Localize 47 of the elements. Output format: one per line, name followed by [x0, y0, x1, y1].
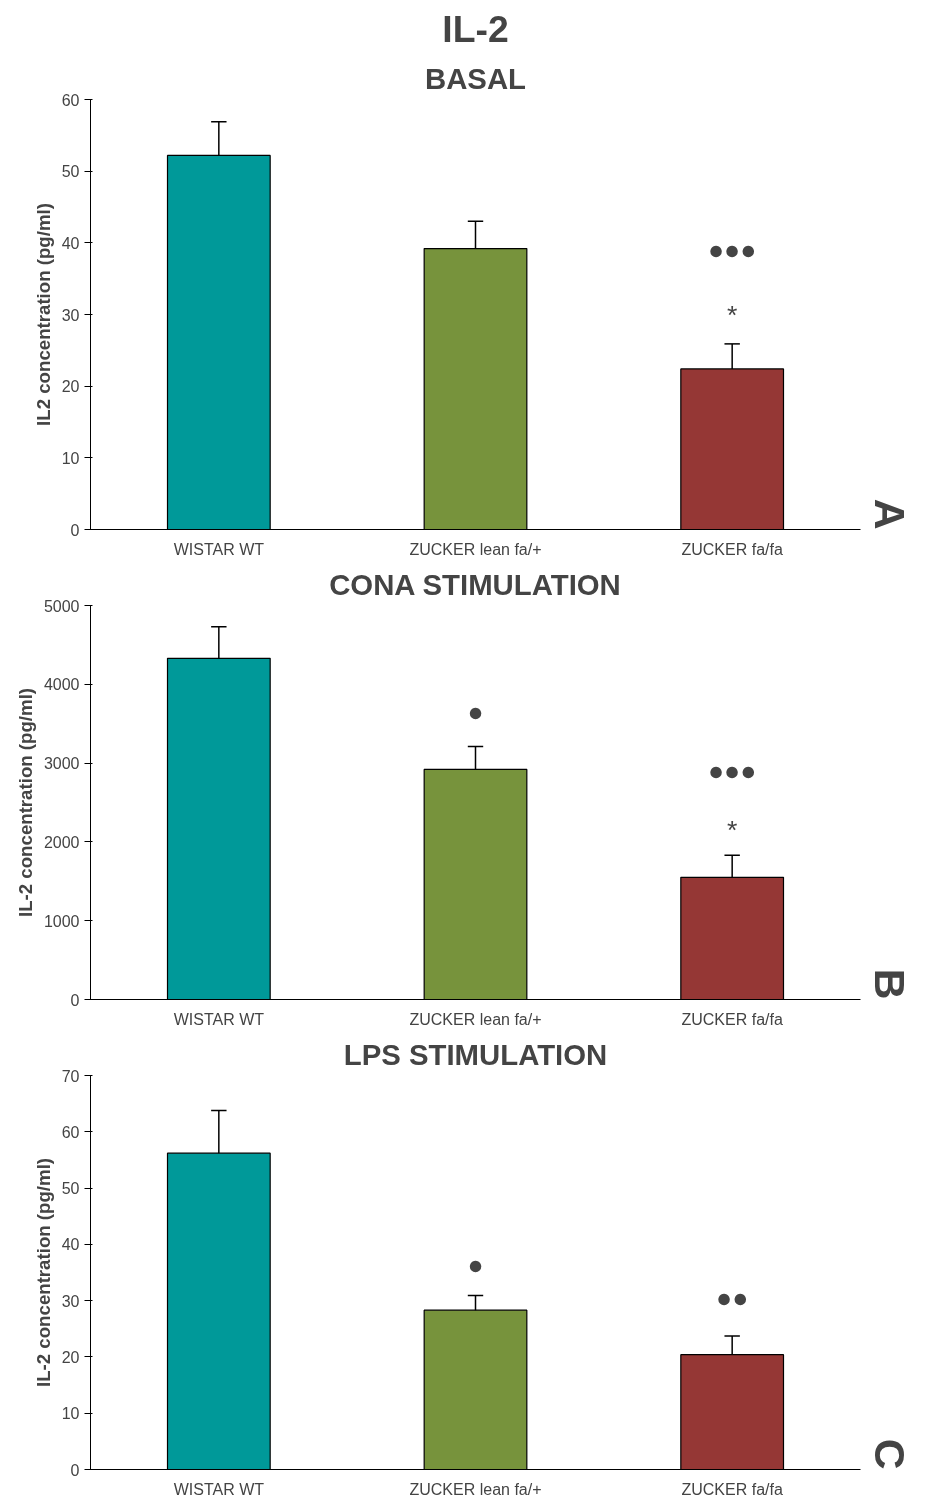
x-tick-label: ZUCKER lean fa/+ [409, 1480, 542, 1498]
y-tick-label: 40 [61, 234, 80, 252]
y-tick-label: 0 [70, 1461, 80, 1479]
chart-subtitle: BASAL [424, 61, 527, 95]
y-tick-label: 2000 [43, 833, 80, 851]
y-tick-label: 60 [61, 91, 80, 109]
text: B [865, 968, 914, 1000]
y-tick-label: 1000 [43, 912, 80, 930]
text: A [865, 498, 914, 530]
x-tick-label: ZUCKER lean fa/+ [409, 540, 542, 558]
annotation: ●● [716, 1283, 749, 1314]
annotation: * [726, 815, 738, 846]
y-tick-label: 20 [61, 1348, 80, 1366]
annotation: ● [467, 1249, 484, 1280]
chart-title: IL-2 [442, 7, 509, 50]
chart-title: LPS STIMULATION [343, 1037, 608, 1071]
x-tick-label: ZUCKER fa/fa [681, 1010, 783, 1028]
y-tick-label: 50 [61, 1180, 80, 1198]
y-tick-label: 60 [61, 1123, 80, 1141]
annotation: ●●● [708, 235, 757, 265]
annotation: ●●● [708, 755, 757, 786]
x-tick-label: ZUCKER fa/fa [681, 540, 783, 558]
y-tick-label: 30 [61, 306, 80, 324]
x-tick-label: WISTAR WT [173, 1010, 265, 1028]
y-axis-title: IL2 concentration (pg/ml) [32, 203, 54, 426]
y-tick-label: 0 [70, 521, 80, 539]
y-axis-title: IL-2 concentration (pg/ml) [32, 1157, 54, 1388]
y-tick-label: 40 [61, 1236, 80, 1254]
y-tick-label: 5000 [43, 597, 80, 615]
x-tick-label: ZUCKER lean fa/+ [409, 1010, 542, 1028]
y-axis-title: IL-2 concentration (pg/ml) [14, 687, 36, 918]
annotation: ● [467, 696, 484, 727]
y-tick-label: 30 [61, 1292, 80, 1310]
x-tick-label: ZUCKER fa/fa [681, 1480, 783, 1498]
chart-title: CONA STIMULATION [329, 567, 621, 601]
annotation: * [726, 299, 738, 330]
x-tick-label: WISTAR WT [173, 1480, 265, 1498]
y-tick-label: 20 [61, 378, 80, 396]
y-tick-label: 3000 [43, 755, 80, 773]
y-tick-label: 50 [61, 163, 80, 181]
y-tick-label: 4000 [43, 676, 80, 694]
y-tick-label: 70 [61, 1067, 80, 1085]
y-tick-label: 10 [61, 449, 80, 467]
x-tick-label: WISTAR WT [173, 540, 265, 558]
y-tick-label: 0 [70, 991, 80, 1009]
y-tick-label: 10 [61, 1405, 80, 1423]
text: C [865, 1438, 914, 1470]
